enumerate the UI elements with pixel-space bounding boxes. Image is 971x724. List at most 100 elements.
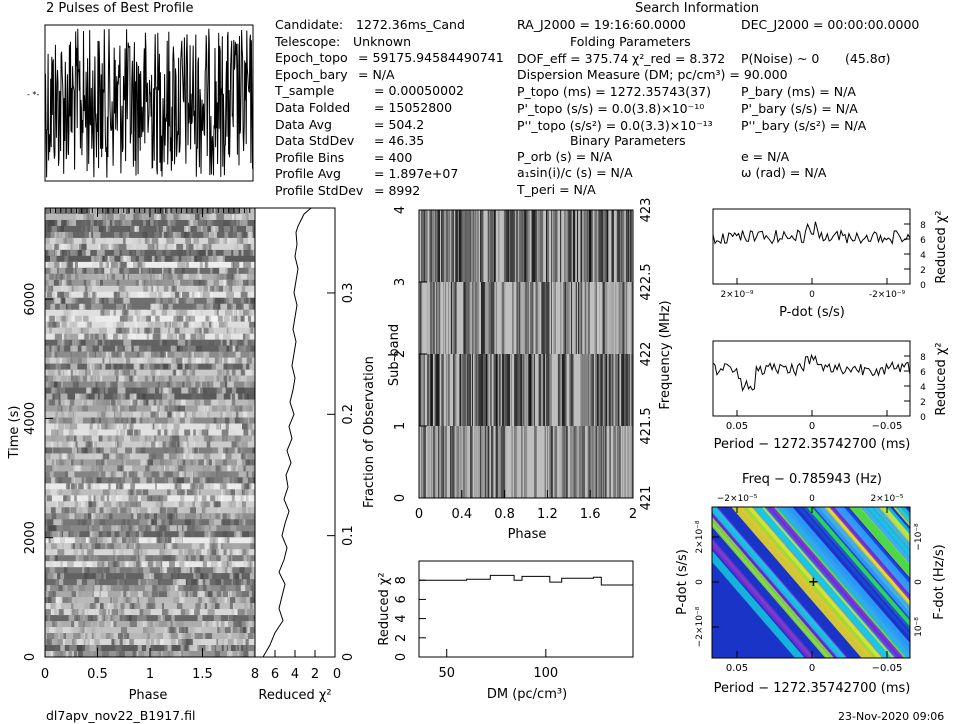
subband-stripe [437, 426, 440, 498]
subband-stripe [615, 354, 618, 426]
time-phase-cell [185, 633, 191, 640]
time-phase-cell [168, 573, 172, 580]
time-phase-cell [129, 429, 133, 436]
pnoise: P(Noise) ~ 0 [741, 51, 820, 66]
time-phase-cell [233, 567, 237, 574]
time-phase-cell [123, 309, 129, 316]
subband-stripe [528, 354, 532, 426]
time-phase-cell [58, 585, 65, 592]
subband-stripe [599, 426, 601, 498]
time-phase-cell [85, 345, 93, 352]
tc-xtick-label: 6 [271, 667, 279, 682]
time-phase-cell [95, 513, 100, 520]
time-phase-cell [146, 639, 151, 646]
time-phase-cell [79, 273, 86, 280]
time-phase-cell [140, 459, 147, 466]
time-phase-cell [111, 351, 119, 358]
time-phase-cell [70, 399, 75, 406]
time-phase-cell [187, 549, 195, 556]
time-phase-cell [219, 387, 226, 394]
time-phase-cell [213, 303, 217, 310]
time-phase-cell [143, 471, 151, 478]
time-phase-cell [160, 225, 165, 232]
subband-stripe [471, 282, 473, 354]
time-phase-cell [102, 219, 107, 226]
time-phase-cell [206, 405, 212, 412]
small-xlabel: Period − 1272.35742700 (ms) [714, 437, 911, 452]
subband-stripe [426, 282, 429, 354]
time-phase-cell [190, 477, 193, 484]
tc-xtick-label: 2 [311, 667, 319, 682]
time-phase-cell [223, 507, 227, 514]
subband-stripe [474, 354, 477, 426]
time-phase-cell [58, 423, 65, 430]
time-phase-cell [114, 291, 120, 298]
time-phase-cell [45, 561, 54, 568]
time-phase-cell [91, 363, 98, 370]
time-phase-row [45, 285, 255, 293]
subband-stripe [465, 426, 467, 498]
subband-stripe [527, 354, 529, 426]
time-phase-cell [134, 381, 142, 388]
time-phase-row [45, 423, 255, 431]
subband-stripe [474, 210, 477, 282]
folding-title: Folding Parameters [570, 34, 691, 49]
time-phase-cell [161, 603, 164, 610]
subband-stripe [429, 210, 432, 282]
time-phase-cell [166, 249, 171, 256]
time-phase-cell [214, 543, 218, 550]
time-phase-cell [129, 621, 137, 628]
time-phase-cell [83, 279, 87, 286]
time-phase-cell [123, 597, 127, 604]
time-phase-cell [45, 609, 51, 616]
time-phase-cell [139, 555, 145, 562]
time-phase-cell [245, 213, 252, 220]
time-phase-cell [226, 405, 229, 412]
time-phase-cell [187, 345, 196, 352]
time-phase-cell [51, 435, 55, 442]
time-phase-cell [185, 375, 190, 382]
time-phase-cell [117, 483, 122, 490]
time-phase-cell [152, 555, 161, 562]
time-phase-cell [242, 507, 247, 514]
subband-stripe [419, 354, 421, 426]
time-phase-cell [140, 351, 148, 358]
time-phase-cell [224, 417, 230, 424]
time-phase-cell [203, 585, 207, 592]
time-phase-cell [78, 651, 83, 657]
time-phase-cell [244, 369, 252, 376]
time-phase-cell [104, 447, 112, 454]
subband-stripe [615, 282, 619, 354]
time-phase-cell [159, 591, 167, 598]
time-phase-cell [168, 327, 170, 334]
time-phase-cell [97, 363, 101, 370]
time-phase-row [45, 435, 255, 442]
subband-stripe [537, 282, 540, 354]
time-phase-cell [147, 357, 156, 364]
time-phase-cell [52, 267, 57, 274]
time-phase-cell [230, 525, 237, 532]
time-phase-cell [225, 453, 232, 460]
time-phase-cell [158, 471, 166, 478]
dec: DEC_J2000 = 00:00:00.0000 [741, 17, 920, 32]
time-phase-cell [230, 435, 239, 442]
time-phase-cell [202, 255, 209, 262]
time-phase-cell [196, 591, 205, 598]
time-phase-cell [245, 459, 250, 466]
time-phase-cell [209, 537, 216, 544]
time-phase-cell [47, 639, 52, 646]
small-xtick-label: 0.05 [726, 421, 748, 432]
time-phase-row [45, 225, 255, 233]
subband-stripe [611, 354, 614, 426]
subband-stripe [531, 210, 535, 282]
time-phase-cell [219, 627, 224, 634]
time-phase-cell [217, 543, 221, 550]
time-phase-cell [152, 495, 158, 502]
time-phase-cell [191, 531, 195, 538]
time-phase-cell [176, 477, 185, 484]
time-phase-cell [193, 279, 201, 286]
time-phase-cell [231, 399, 236, 406]
time-phase-cell [223, 477, 231, 484]
time-phase-cell [204, 471, 211, 478]
subband-stripe [465, 354, 467, 426]
